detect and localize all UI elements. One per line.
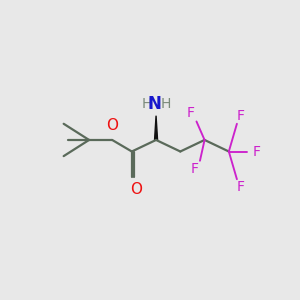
Text: F: F	[253, 145, 260, 158]
Text: F: F	[236, 109, 244, 123]
Text: H: H	[160, 97, 171, 111]
Text: N: N	[148, 95, 162, 113]
Text: H: H	[141, 97, 152, 111]
Text: F: F	[236, 180, 244, 194]
Text: O: O	[106, 118, 118, 134]
Text: O: O	[130, 182, 142, 196]
Text: F: F	[190, 162, 198, 176]
Text: F: F	[187, 106, 195, 120]
Polygon shape	[154, 116, 158, 140]
